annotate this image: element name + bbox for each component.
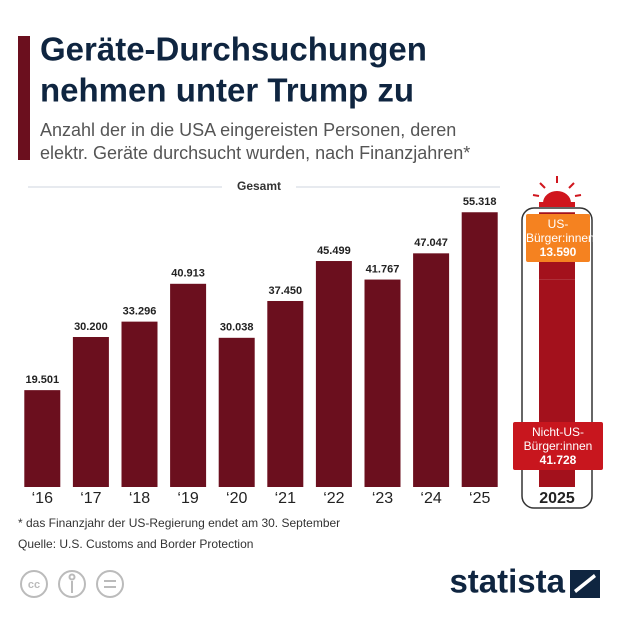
value-label: 40.913 <box>171 268 205 280</box>
highlight-frame <box>521 207 593 509</box>
value-label: 47.047 <box>414 237 448 249</box>
x-tick-label: ‘24 <box>420 490 441 507</box>
x-tick-label: ‘23 <box>372 490 393 507</box>
value-label: 30.200 <box>74 321 108 333</box>
brand-logo: statista <box>449 563 565 600</box>
chart-title: Geräte-Durchsuchungen <box>40 31 427 68</box>
x-tick-label: ‘22 <box>323 490 344 507</box>
value-label: 13.590 <box>539 245 577 260</box>
subtitle: Anzahl der in die USA eingereisten Perso… <box>40 120 456 140</box>
brand-icon <box>570 570 600 598</box>
x-tick-label: 2025 <box>539 490 575 507</box>
bar <box>267 300 304 487</box>
bar <box>315 261 352 487</box>
segment-label: Nicht-US-Bürger:innen 41.728 <box>513 422 603 470</box>
bar <box>121 321 158 487</box>
x-tick-label: ‘25 <box>469 490 490 507</box>
legend-label: US-Bürger:innen <box>526 217 595 246</box>
value-label: 19.501 <box>25 374 59 386</box>
bar <box>461 212 498 487</box>
bar <box>72 337 109 487</box>
source: Quelle: U.S. Customs and Border Protecti… <box>18 537 253 551</box>
legend-label: Nicht-US-Bürger:innen <box>523 425 593 453</box>
group-label: Gesamt <box>237 179 281 193</box>
value-label: 45.499 <box>317 245 351 257</box>
value-label: 41.767 <box>366 263 400 275</box>
x-tick-label: ‘18 <box>129 490 150 507</box>
title-accent <box>18 36 30 160</box>
svg-text:cc: cc <box>28 579 40 591</box>
siren-icon <box>532 176 582 207</box>
bar <box>413 253 450 487</box>
value-label: 30.038 <box>220 322 254 334</box>
bar <box>24 390 61 487</box>
x-tick-label: ‘21 <box>275 490 296 507</box>
x-tick-label: ‘16 <box>32 490 53 507</box>
footnote: * das Finanzjahr der US-Regierung endet … <box>18 516 340 530</box>
value-label: 33.296 <box>123 306 157 318</box>
value-label: 41.728 <box>539 453 577 467</box>
x-tick-label: ‘19 <box>177 490 198 507</box>
subtitle: elektr. Geräte durchsucht wurden, nach F… <box>40 143 470 163</box>
chart-title: nehmen unter Trump zu <box>40 72 414 109</box>
x-tick-label: ‘17 <box>80 490 101 507</box>
bar <box>170 283 207 487</box>
x-tick-label: ‘20 <box>226 490 247 507</box>
value-label: 55.318 <box>463 196 497 208</box>
segment-label: US-Bürger:innen 13.590 <box>526 214 595 263</box>
license-icons: cc <box>20 570 124 598</box>
bar <box>218 337 255 487</box>
bar <box>364 279 401 487</box>
value-label: 37.450 <box>268 285 302 297</box>
